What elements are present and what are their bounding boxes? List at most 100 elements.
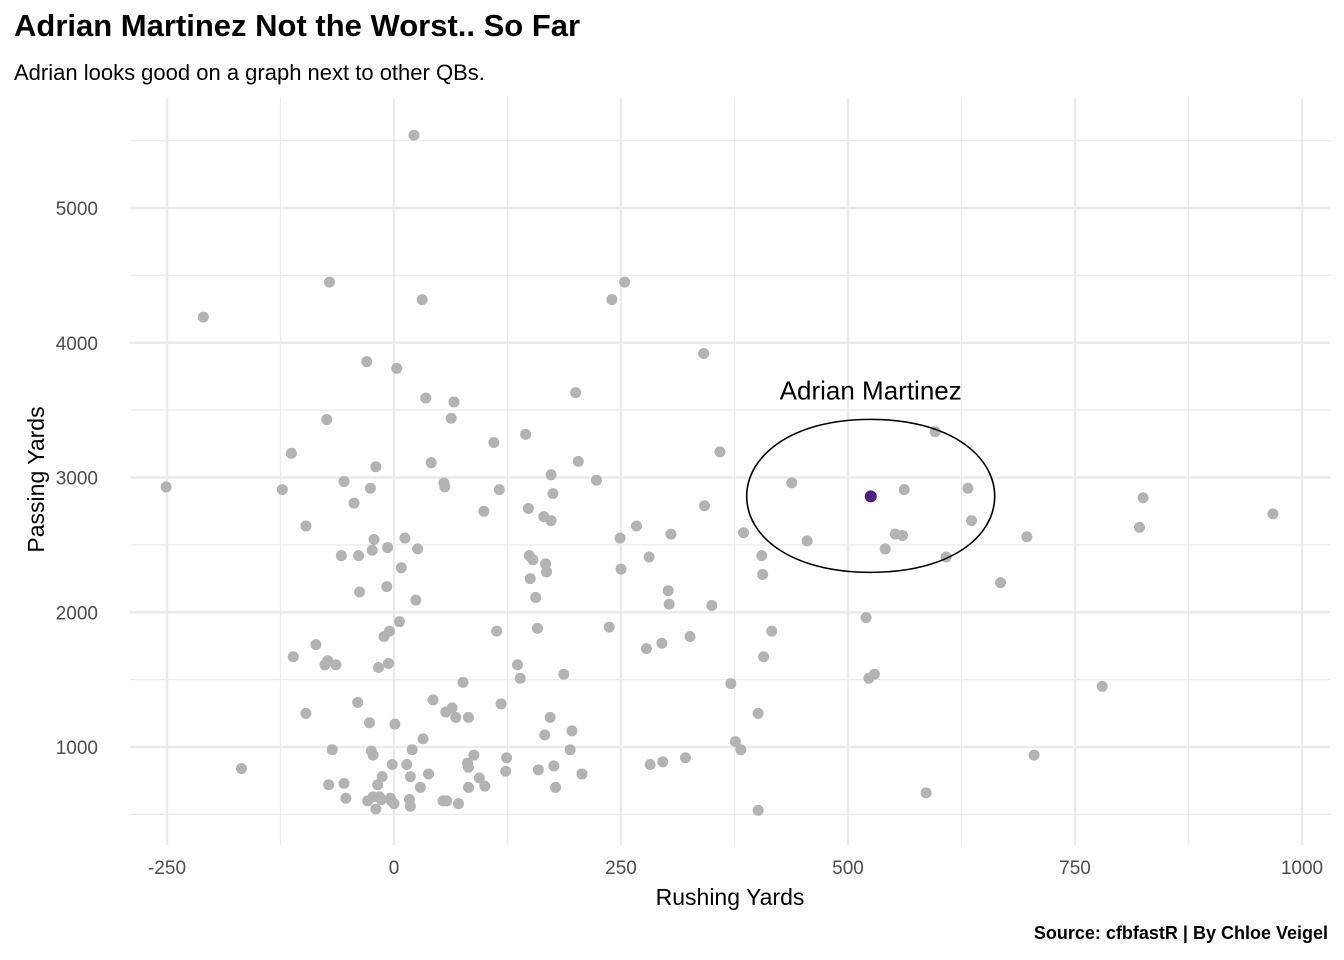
data-point bbox=[619, 276, 631, 288]
data-point bbox=[1096, 680, 1108, 692]
data-point bbox=[1137, 492, 1149, 504]
data-point bbox=[478, 505, 490, 517]
data-point bbox=[558, 668, 570, 680]
data-point bbox=[735, 744, 747, 756]
data-point bbox=[323, 779, 335, 791]
data-point bbox=[361, 356, 373, 368]
data-point bbox=[541, 566, 553, 578]
data-point bbox=[462, 711, 474, 723]
data-point bbox=[572, 455, 584, 467]
data-point bbox=[276, 484, 288, 496]
data-point bbox=[406, 744, 418, 756]
data-point bbox=[545, 515, 557, 527]
y-axis-title: Passing Yards bbox=[23, 406, 49, 552]
data-point bbox=[340, 792, 352, 804]
data-point bbox=[408, 129, 420, 141]
data-point bbox=[920, 787, 932, 799]
data-point bbox=[679, 752, 691, 764]
data-point bbox=[363, 717, 375, 729]
x-tick-label: 750 bbox=[1059, 858, 1091, 879]
data-point bbox=[462, 781, 474, 793]
data-point bbox=[391, 362, 403, 374]
data-point bbox=[335, 550, 347, 562]
data-point bbox=[644, 759, 656, 771]
data-point bbox=[738, 527, 750, 539]
data-point bbox=[714, 446, 726, 458]
data-point bbox=[381, 581, 393, 593]
data-point bbox=[663, 598, 675, 610]
data-point bbox=[468, 749, 480, 761]
data-point bbox=[576, 768, 588, 780]
data-point bbox=[352, 697, 364, 709]
data-point bbox=[353, 550, 365, 562]
data-point bbox=[368, 533, 380, 545]
data-point bbox=[603, 621, 615, 633]
data-point bbox=[495, 698, 507, 710]
data-point bbox=[383, 625, 395, 637]
grid-lines bbox=[130, 98, 1330, 845]
data-point bbox=[423, 768, 435, 780]
data-point bbox=[1028, 749, 1040, 761]
data-point bbox=[410, 594, 422, 606]
y-tick-label: 1000 bbox=[56, 738, 98, 759]
data-point bbox=[640, 643, 652, 655]
data-point bbox=[366, 544, 378, 556]
data-point bbox=[462, 761, 474, 773]
y-tick-label: 5000 bbox=[56, 199, 98, 220]
data-point bbox=[729, 736, 741, 748]
data-point bbox=[412, 543, 424, 555]
data-point bbox=[530, 591, 542, 603]
chart-title: Adrian Martinez Not the Worst.. So Far bbox=[14, 8, 581, 43]
data-point bbox=[665, 528, 677, 540]
data-point bbox=[564, 744, 576, 756]
data-point bbox=[326, 744, 338, 756]
source-caption: Source: cfbfastR | By Chloe Veigel bbox=[1033, 923, 1328, 943]
data-point bbox=[373, 661, 385, 673]
data-point bbox=[382, 542, 394, 554]
data-point bbox=[348, 497, 360, 509]
data-point bbox=[493, 484, 505, 496]
data-point bbox=[995, 577, 1007, 589]
data-point bbox=[725, 678, 737, 690]
data-point bbox=[404, 771, 416, 783]
data-point bbox=[868, 668, 880, 680]
chart-subtitle: Adrian looks good on a graph next to oth… bbox=[14, 60, 485, 85]
y-tick-label: 4000 bbox=[56, 334, 98, 355]
data-point bbox=[532, 764, 544, 776]
data-point bbox=[383, 657, 395, 669]
data-point bbox=[550, 781, 562, 793]
data-point bbox=[322, 655, 334, 667]
data-point bbox=[540, 558, 552, 570]
data-point bbox=[399, 532, 411, 544]
data-point bbox=[445, 412, 457, 424]
data-point bbox=[514, 672, 526, 684]
x-tick-label: -250 bbox=[148, 858, 186, 879]
data-point bbox=[547, 488, 559, 500]
y-tick-label: 2000 bbox=[56, 603, 98, 624]
data-point bbox=[441, 795, 453, 807]
data-point bbox=[766, 625, 778, 637]
data-point bbox=[527, 554, 539, 566]
data-point bbox=[338, 476, 350, 488]
data-point bbox=[414, 781, 426, 793]
data-point bbox=[452, 798, 464, 810]
data-point bbox=[372, 779, 384, 791]
x-tick-label: 1000 bbox=[1281, 858, 1323, 879]
data-point bbox=[389, 718, 401, 730]
data-point bbox=[491, 625, 503, 637]
x-tick-label: 500 bbox=[832, 858, 864, 879]
data-point bbox=[370, 803, 382, 815]
data-point bbox=[448, 396, 460, 408]
data-point bbox=[427, 694, 439, 706]
x-tick-label: 250 bbox=[605, 858, 637, 879]
data-point bbox=[756, 550, 768, 562]
data-point bbox=[321, 414, 333, 426]
data-point bbox=[439, 481, 451, 493]
data-point bbox=[801, 535, 813, 547]
data-point bbox=[544, 711, 556, 723]
data-point bbox=[531, 622, 543, 634]
data-point bbox=[420, 392, 432, 404]
data-points bbox=[160, 129, 1279, 816]
data-point bbox=[1021, 531, 1033, 543]
